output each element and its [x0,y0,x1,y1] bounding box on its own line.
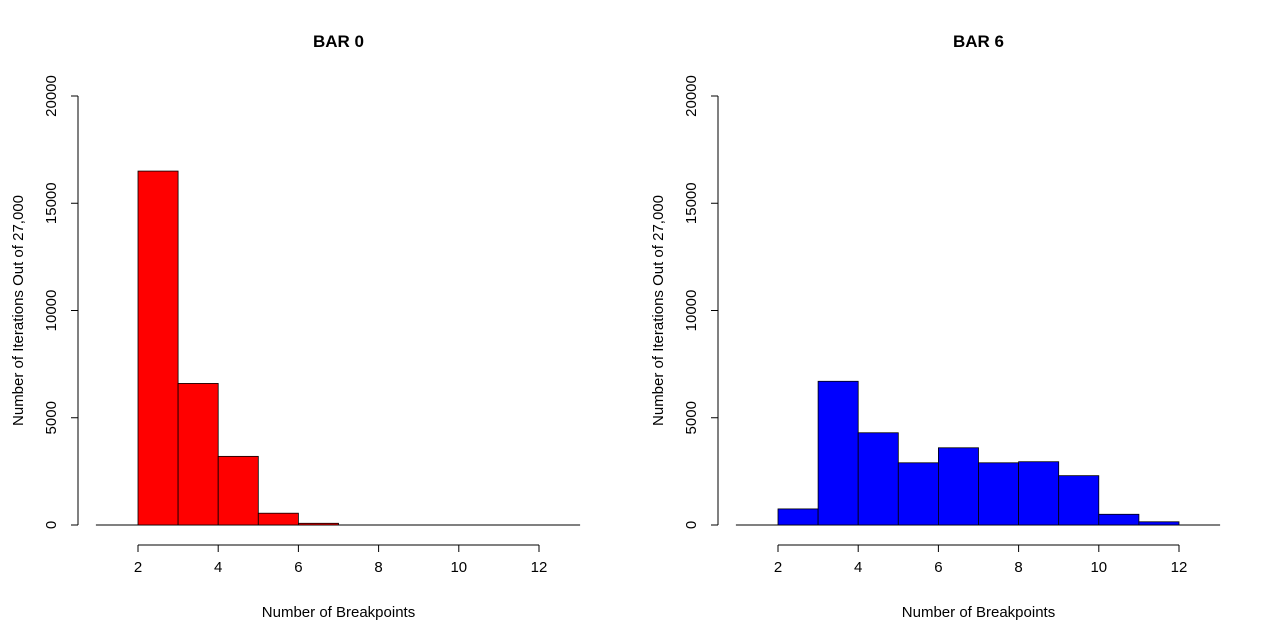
y-tick-label: 15000 [683,182,700,224]
bar [257,512,299,526]
chart-title: BAR 6 [953,32,1004,51]
histogram-panel-bar-0: BAR 0 Number of Breakpoints Number of It… [10,32,581,621]
bars [95,170,581,526]
y-axis-label: Number of Iterations Out of 27,000 [650,195,667,426]
x-tick-label: 4 [214,559,222,576]
y-axis: 0 5000 10000 15000 20000 [43,75,79,529]
bar [938,447,979,526]
y-axis-label: Number of Iterations Out of 27,000 [10,195,27,426]
x-tick-label: 6 [934,559,942,576]
bar [137,170,179,526]
bar [297,522,339,526]
y-tick-label: 15000 [43,182,60,224]
y-axis: 0 5000 10000 15000 20000 [683,75,719,529]
y-tick-label: 5000 [683,401,700,434]
x-tick-label: 2 [134,559,142,576]
y-tick-label: 10000 [683,290,700,332]
y-tick-label: 0 [43,521,60,529]
bar [857,432,899,526]
x-tick-label: 10 [1090,559,1107,576]
x-tick-label: 12 [531,559,548,576]
bar [897,462,939,526]
x-axis: 2 4 6 8 10 12 [134,544,548,576]
x-tick-label: 8 [1014,559,1022,576]
bar [777,508,819,526]
y-tick-label: 5000 [43,401,60,434]
x-axis-label: Number of Breakpoints [262,604,415,621]
x-axis-label: Number of Breakpoints [902,604,1055,621]
bar [817,380,859,526]
chart-title: BAR 0 [313,32,364,51]
bar [1018,461,1060,526]
y-tick-label: 20000 [43,75,60,117]
x-tick-label: 10 [450,559,467,576]
x-tick-label: 8 [374,559,382,576]
y-tick-label: 0 [683,521,700,529]
histogram-panel-bar-6: BAR 6 Number of Breakpoints Number of It… [650,32,1221,621]
x-tick-label: 12 [1171,559,1188,576]
x-tick-label: 4 [854,559,862,576]
x-axis: 2 4 6 8 10 12 [774,544,1188,576]
bar [1098,513,1140,526]
bar [177,383,219,526]
x-tick-label: 6 [294,559,302,576]
y-tick-label: 20000 [683,75,700,117]
bar [978,462,1019,526]
bars [735,380,1221,526]
bar [217,455,259,526]
y-tick-label: 10000 [43,290,60,332]
bar [1058,475,1100,526]
x-tick-label: 2 [774,559,782,576]
bar [1138,521,1180,526]
